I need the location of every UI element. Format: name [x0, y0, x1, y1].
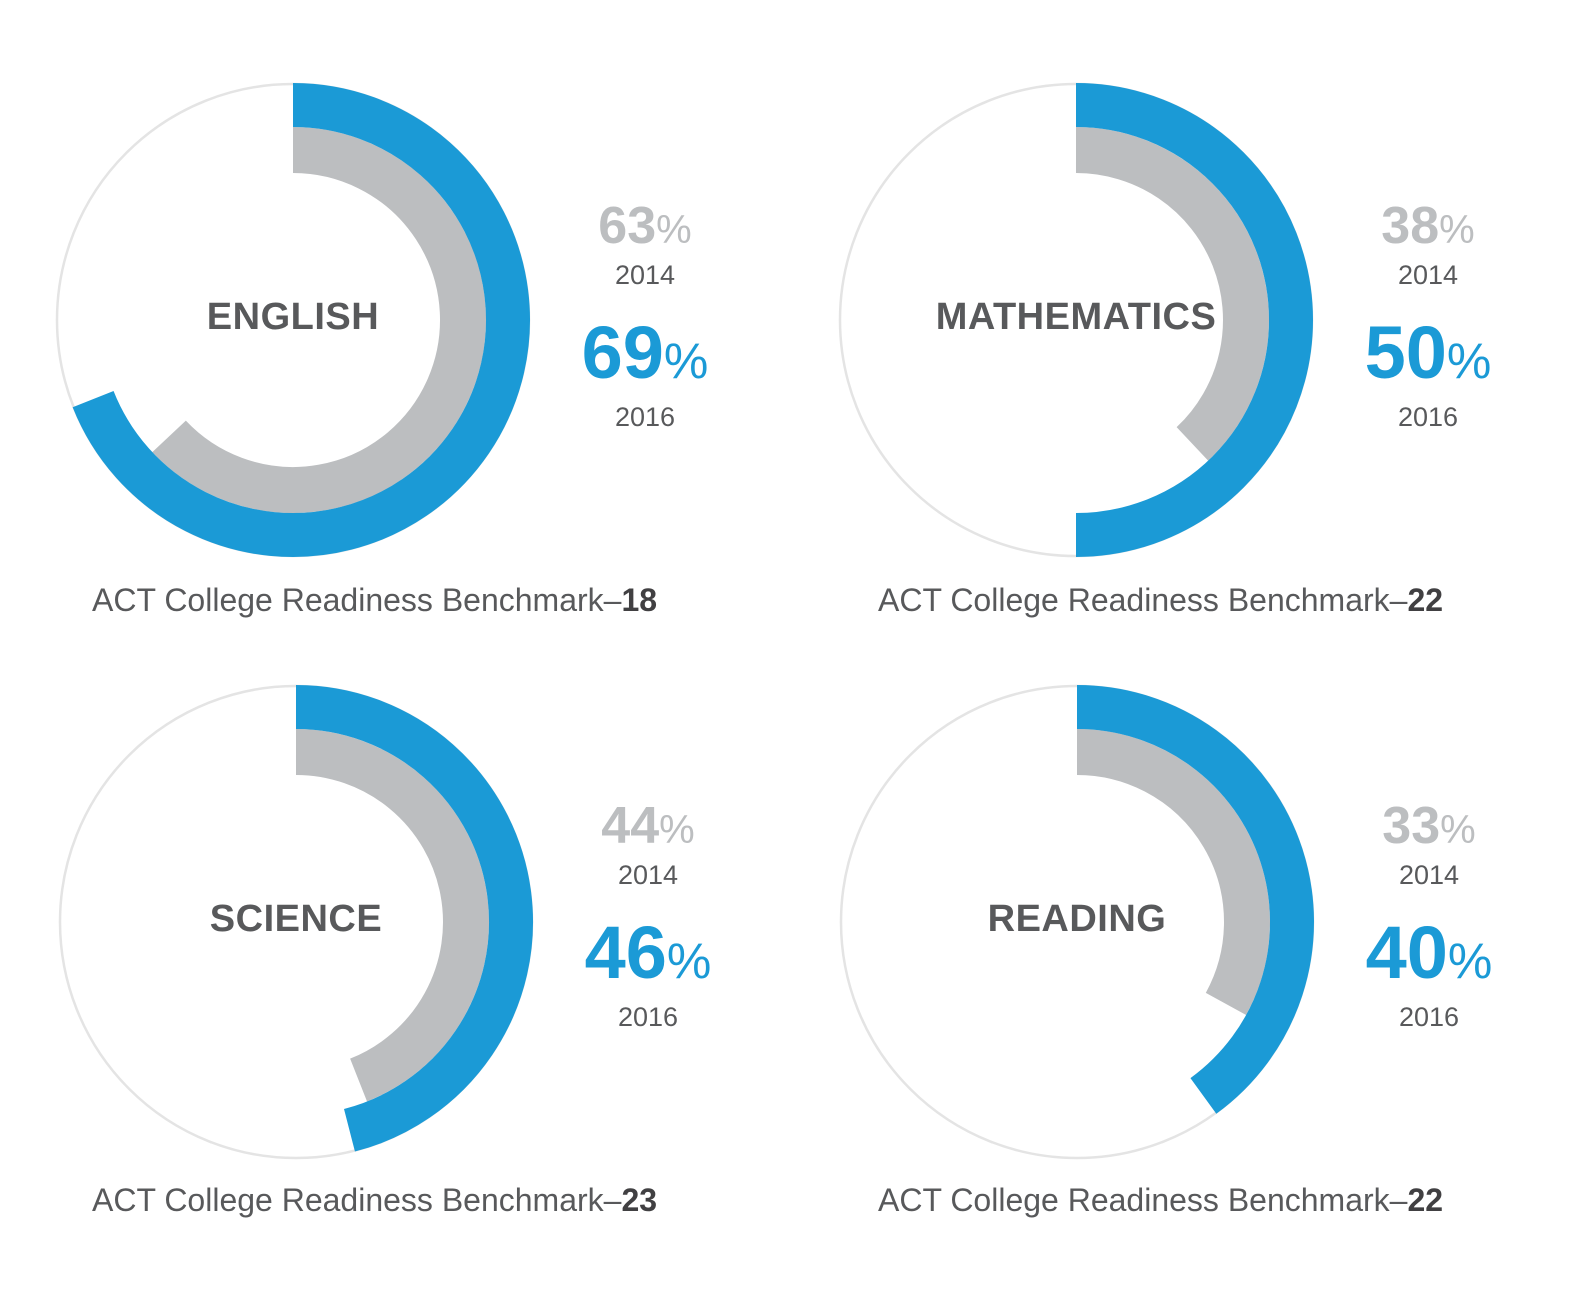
year-label: 2014: [1397, 260, 1459, 290]
arc-2014: [152, 127, 486, 513]
value-2016: 40%: [1329, 914, 1529, 1000]
subject-label: SCIENCE: [209, 898, 383, 940]
arc-2014: [1075, 127, 1269, 461]
chart-panel-mathematics: MATHEMATICS 38% 2014 50% 2016 ACT College Rea…: [793, 0, 1586, 618]
value-2016: 69%: [545, 314, 745, 400]
arc-2016: [1075, 83, 1313, 557]
chart-panel-english: ENGLISH 63% 2014 69% 2016 ACT College Readine…: [0, 0, 793, 618]
stat-block: 44% 2014 46% 2016: [548, 798, 748, 1034]
year-label: 2016: [614, 402, 676, 432]
benchmark-caption: ACT College Readiness Benchmark–22: [878, 1182, 1443, 1219]
year-label: 2014: [617, 860, 679, 890]
value-number: 33: [1382, 797, 1441, 855]
value-number: 63: [598, 197, 657, 255]
value-2014: 44%: [548, 798, 748, 858]
radial-chart-reading: [839, 684, 1315, 1160]
year-label: 2014: [1398, 860, 1460, 890]
value-2014: 63%: [545, 198, 745, 258]
arc-2016: [1076, 685, 1314, 1114]
value-number: 44: [601, 797, 660, 855]
stat-block: 63% 2014 69% 2016: [545, 198, 745, 434]
arc-2014: [1076, 729, 1270, 1015]
year-label: 2016: [1398, 1002, 1460, 1032]
benchmark-caption: ACT College Readiness Benchmark–18: [92, 582, 657, 619]
year-label: 2016: [617, 1002, 679, 1032]
subject-label: READING: [987, 898, 1167, 940]
value-2014: 38%: [1328, 198, 1528, 258]
value-2016: 50%: [1328, 314, 1528, 400]
value-2014: 33%: [1329, 798, 1529, 858]
benchmark-score: 18: [621, 582, 658, 618]
percent-sign: %: [663, 333, 709, 389]
percent-sign: %: [659, 808, 695, 852]
benchmark-score: 23: [621, 1182, 658, 1218]
value-number: 40: [1365, 911, 1448, 994]
arc-2016: [72, 83, 530, 557]
radial-chart-science: [58, 684, 534, 1160]
percent-sign: %: [666, 933, 712, 989]
arc-2014: [295, 729, 489, 1102]
value-number: 46: [584, 911, 667, 994]
benchmark-text: ACT College Readiness Benchmark–: [878, 1182, 1408, 1218]
benchmark-score: 22: [1407, 582, 1444, 618]
value-number: 50: [1364, 311, 1447, 394]
benchmark-score: 22: [1407, 1182, 1444, 1218]
benchmark-caption: ACT College Readiness Benchmark–23: [92, 1182, 657, 1219]
percent-sign: %: [1446, 333, 1492, 389]
year-label: 2014: [614, 260, 676, 290]
subject-label: ENGLISH: [206, 296, 380, 338]
stat-block: 33% 2014 40% 2016: [1329, 798, 1529, 1034]
radial-chart-english: [55, 82, 531, 558]
benchmark-text: ACT College Readiness Benchmark–: [92, 1182, 622, 1218]
arc-2016: [295, 685, 533, 1152]
subject-label: MATHEMATICS: [935, 296, 1217, 338]
benchmark-text: ACT College Readiness Benchmark–: [878, 582, 1408, 618]
value-2016: 46%: [548, 914, 748, 1000]
benchmark-text: ACT College Readiness Benchmark–: [92, 582, 622, 618]
percent-sign: %: [1447, 933, 1493, 989]
radial-chart-mathematics: [838, 82, 1314, 558]
benchmark-caption: ACT College Readiness Benchmark–22: [878, 582, 1443, 619]
value-number: 38: [1381, 197, 1440, 255]
stat-block: 38% 2014 50% 2016: [1328, 198, 1528, 434]
percent-sign: %: [1440, 808, 1476, 852]
chart-panel-reading: READING 33% 2014 40% 2016 ACT College Readine…: [793, 600, 1586, 1218]
value-number: 69: [581, 311, 664, 394]
chart-panel-science: SCIENCE 44% 2014 46% 2016 ACT College Readine…: [0, 600, 793, 1218]
percent-sign: %: [1439, 208, 1475, 252]
percent-sign: %: [656, 208, 692, 252]
year-label: 2016: [1397, 402, 1459, 432]
